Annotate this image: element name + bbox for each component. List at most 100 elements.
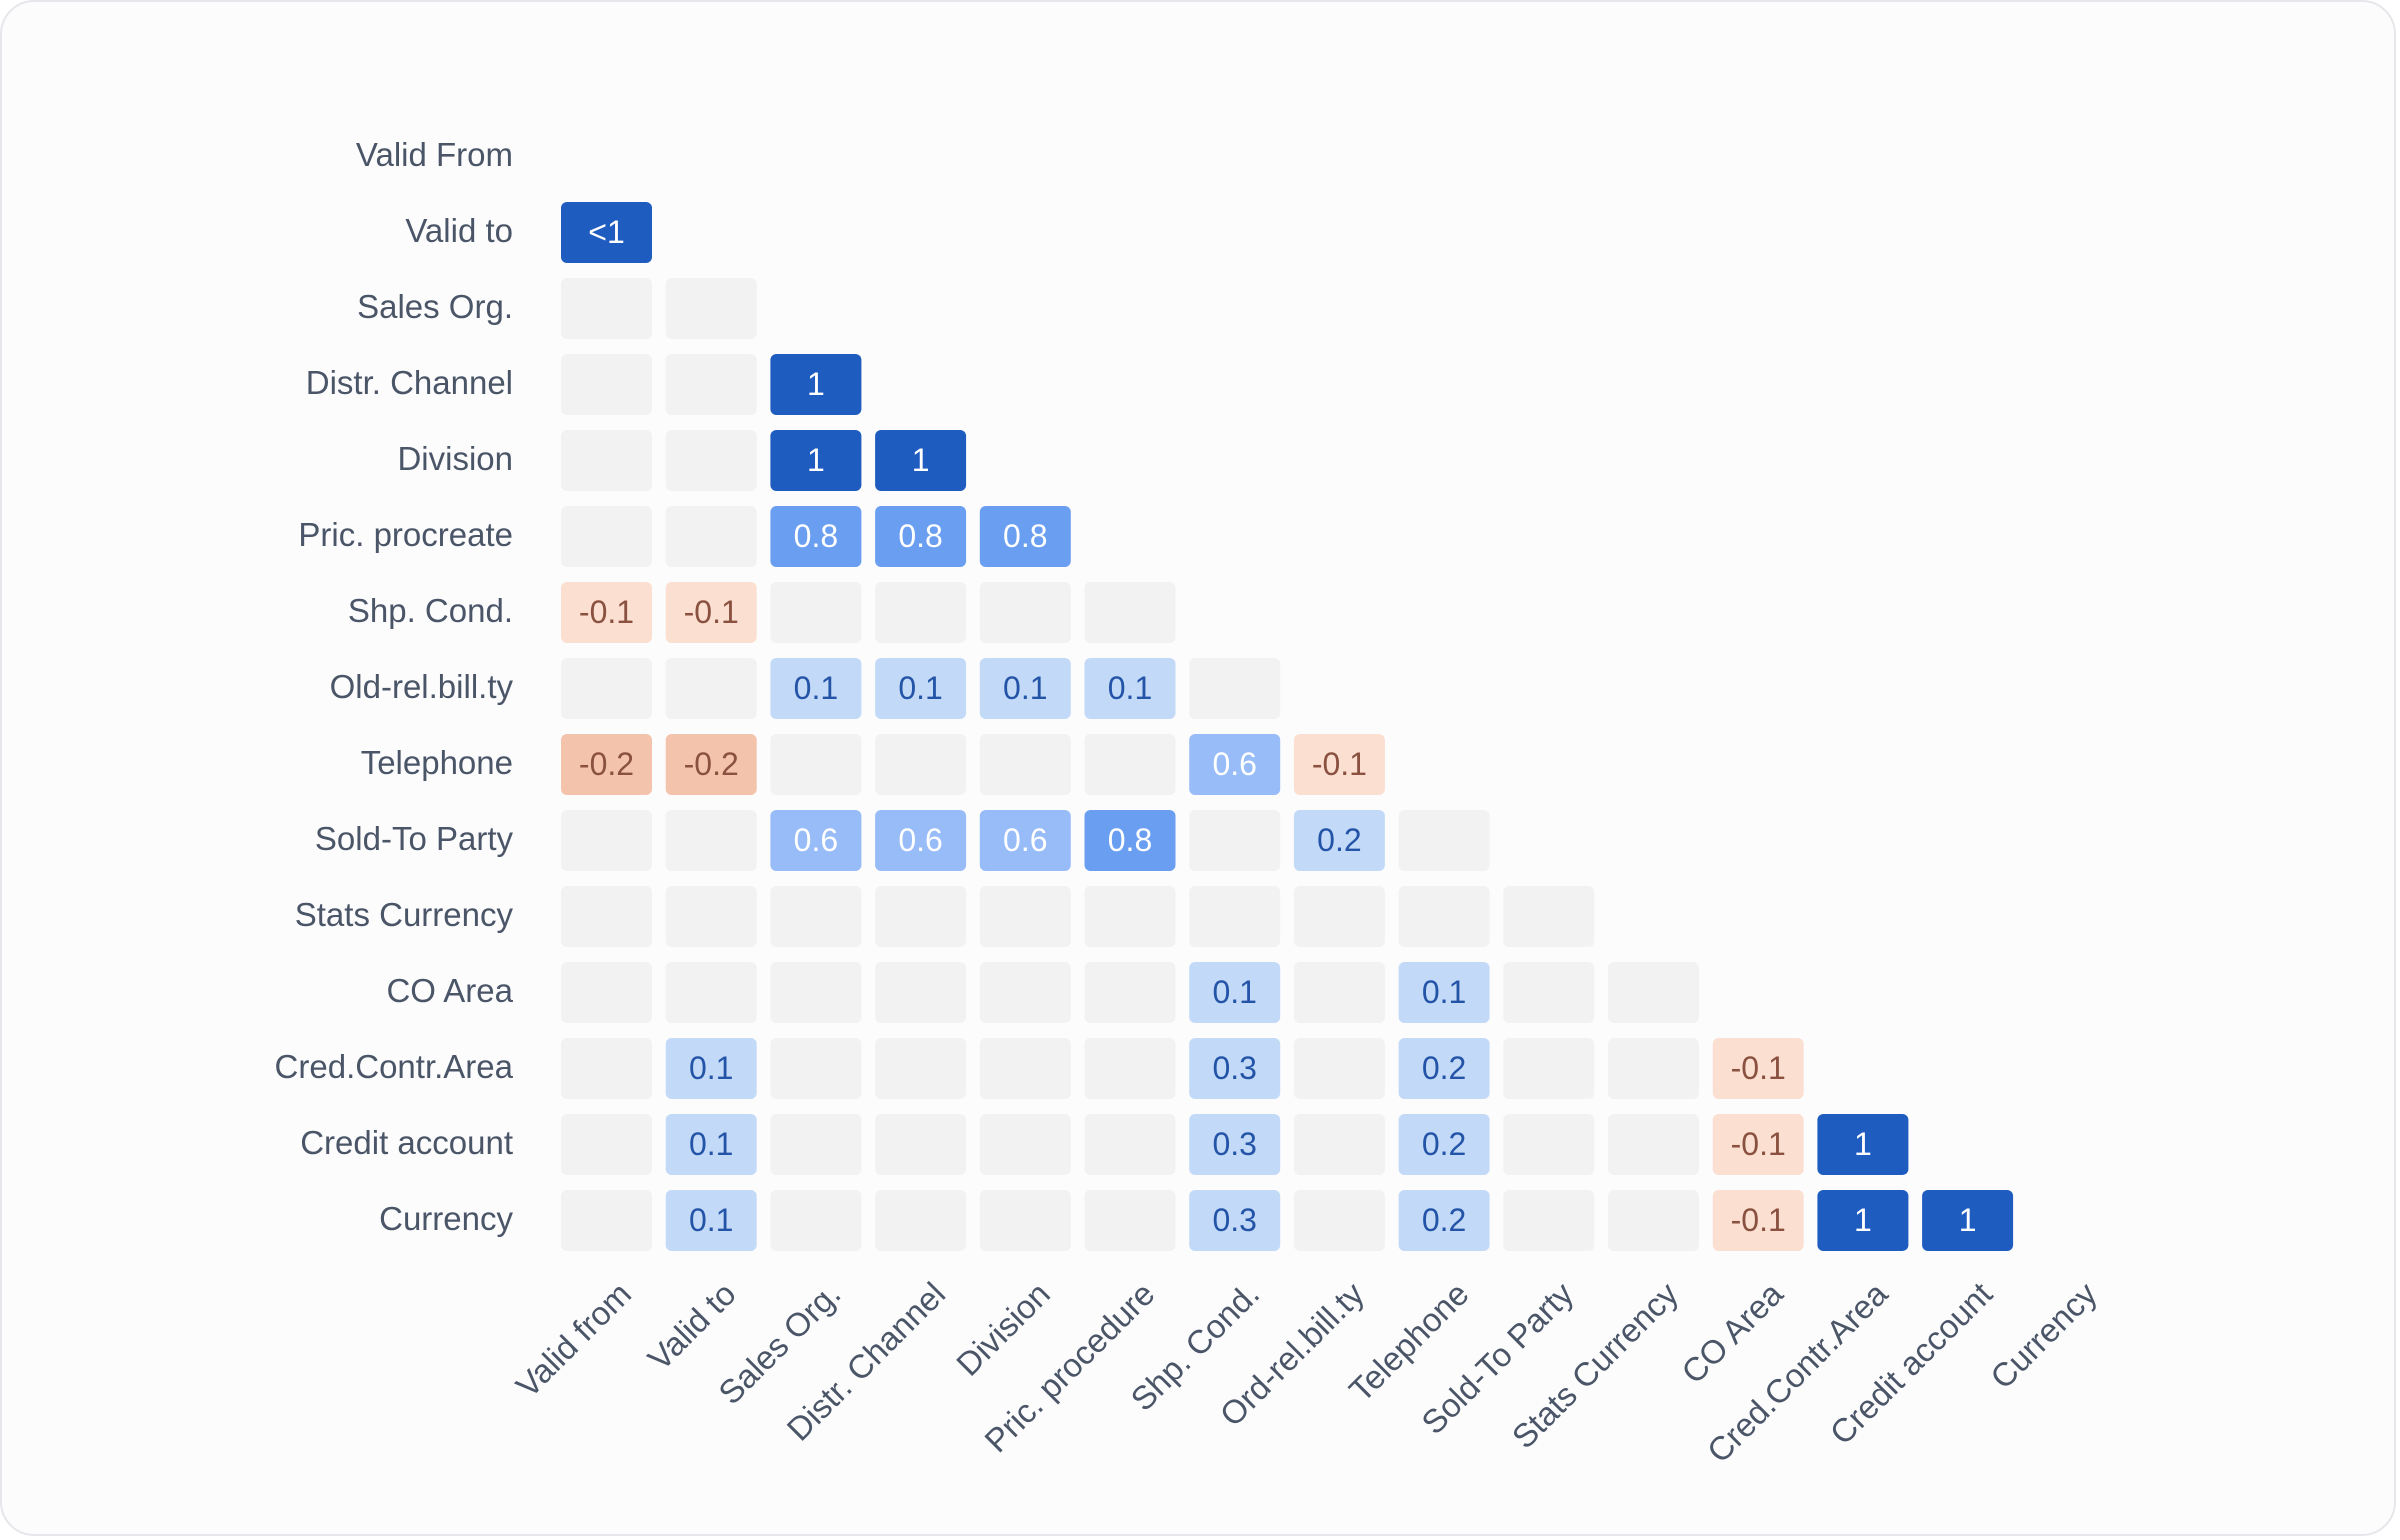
heatmap-cell: -0.1 xyxy=(1712,1038,1804,1099)
heatmap-cell xyxy=(1503,1038,1595,1099)
heatmap-cell: 0.8 xyxy=(770,506,862,567)
heatmap-cell: -0.1 xyxy=(561,582,652,643)
row-label: Shp. Cond. xyxy=(348,592,513,629)
heatmap-cell xyxy=(561,1114,652,1175)
heatmap-cell xyxy=(561,658,652,719)
heatmap-cell: 0.1 xyxy=(665,1038,757,1099)
cell-background xyxy=(1189,886,1281,947)
cell-background xyxy=(979,582,1071,643)
cell-value: -0.1 xyxy=(1731,1050,1786,1086)
heatmap-cell xyxy=(1503,886,1595,947)
heatmap-cell: <1 xyxy=(561,202,652,263)
heatmap-cell xyxy=(875,962,967,1023)
cell-value: -0.1 xyxy=(579,594,634,630)
cell-background xyxy=(979,1190,1071,1251)
cell-value: 0.3 xyxy=(1212,1126,1256,1162)
row-label: Valid From xyxy=(356,136,513,173)
heatmap-cell: 0.6 xyxy=(979,810,1071,871)
cell-background xyxy=(665,658,757,719)
cell-background xyxy=(1503,1190,1595,1251)
cell-value: 1 xyxy=(807,442,825,478)
cell-value: 1 xyxy=(1854,1202,1872,1238)
cell-background xyxy=(875,506,967,567)
cell-value: 0.6 xyxy=(794,822,838,858)
cell-background xyxy=(1922,1190,2014,1251)
heatmap-cell xyxy=(875,582,967,643)
heatmap-cell xyxy=(561,886,652,947)
heatmap-cell: -0.1 xyxy=(665,582,757,643)
cell-value: 0.1 xyxy=(1212,974,1256,1010)
cell-background xyxy=(875,962,967,1023)
column-label: Currency xyxy=(1983,1275,2104,1396)
cell-value: 0.6 xyxy=(1003,822,1047,858)
heatmap-cell xyxy=(770,962,862,1023)
heatmap-cell xyxy=(561,1038,652,1099)
heatmap-cell: 0.2 xyxy=(1398,1114,1490,1175)
heatmap-cell xyxy=(770,1190,862,1251)
cell-background xyxy=(1398,1038,1490,1099)
heatmap-cell xyxy=(875,1114,967,1175)
row-label: Sold-To Party xyxy=(315,820,514,857)
cell-value: 0.2 xyxy=(1422,1126,1466,1162)
cell-background xyxy=(770,582,862,643)
heatmap-cell xyxy=(665,354,757,415)
heatmap-cell: -0.2 xyxy=(561,734,652,795)
heatmap-cell xyxy=(979,962,1071,1023)
cell-background xyxy=(1084,1038,1176,1099)
cell-background xyxy=(875,886,967,947)
row-label: Old-rel.bill.ty xyxy=(330,668,514,705)
cell-background xyxy=(1084,962,1176,1023)
cell-background xyxy=(1293,1114,1385,1175)
cell-background xyxy=(979,506,1071,567)
cell-background xyxy=(1189,734,1281,795)
cell-value: -0.1 xyxy=(684,594,739,630)
heatmap-cell xyxy=(1084,962,1176,1023)
heatmap-cell: 0.2 xyxy=(1398,1190,1490,1251)
cell-value: 0.3 xyxy=(1212,1202,1256,1238)
cell-background xyxy=(770,810,862,871)
row-label: Cred.Contr.Area xyxy=(275,1048,514,1085)
cell-background xyxy=(979,1114,1071,1175)
cell-background xyxy=(1608,1190,1699,1251)
cell-background xyxy=(1084,810,1176,871)
cell-value: -0.1 xyxy=(1312,746,1367,782)
heatmap-cell: 0.3 xyxy=(1189,1038,1281,1099)
heatmap-cell xyxy=(875,1190,967,1251)
heatmap-cell: 1 xyxy=(875,430,967,491)
cell-background xyxy=(1084,886,1176,947)
heatmap-cell xyxy=(770,886,862,947)
cell-background xyxy=(1189,962,1281,1023)
cell-background xyxy=(1503,1114,1595,1175)
cell-background xyxy=(561,278,652,339)
heatmap-cell xyxy=(561,962,652,1023)
heatmap-cell: 0.2 xyxy=(1293,810,1385,871)
heatmap-cell: 1 xyxy=(770,354,862,415)
cell-background xyxy=(875,430,967,491)
cell-background xyxy=(665,1114,757,1175)
heatmap-cell xyxy=(1084,1038,1176,1099)
cell-value: 0.1 xyxy=(689,1050,733,1086)
cell-background xyxy=(1608,1038,1699,1099)
cell-value: 0.1 xyxy=(1108,670,1152,706)
heatmap-cell: 0.1 xyxy=(1398,962,1490,1023)
heatmap-cell: 0.1 xyxy=(665,1190,757,1251)
cell-value: 1 xyxy=(912,442,930,478)
cell-background xyxy=(665,886,757,947)
cell-background xyxy=(1293,1038,1385,1099)
cell-background xyxy=(665,810,757,871)
cell-background xyxy=(561,962,652,1023)
heatmap-cell: 1 xyxy=(770,430,862,491)
heatmap-cell xyxy=(770,1038,862,1099)
cell-background xyxy=(665,430,757,491)
cell-background xyxy=(665,278,757,339)
heatmap-cell xyxy=(1503,1114,1595,1175)
row-label: Pric. procreate xyxy=(298,516,513,553)
cell-background xyxy=(875,1190,967,1251)
heatmap-cell xyxy=(665,658,757,719)
heatmap-cell xyxy=(561,506,652,567)
row-label: Currency xyxy=(379,1200,513,1237)
heatmap-cell xyxy=(979,886,1071,947)
cell-background xyxy=(1712,1114,1804,1175)
cell-background xyxy=(561,1114,652,1175)
